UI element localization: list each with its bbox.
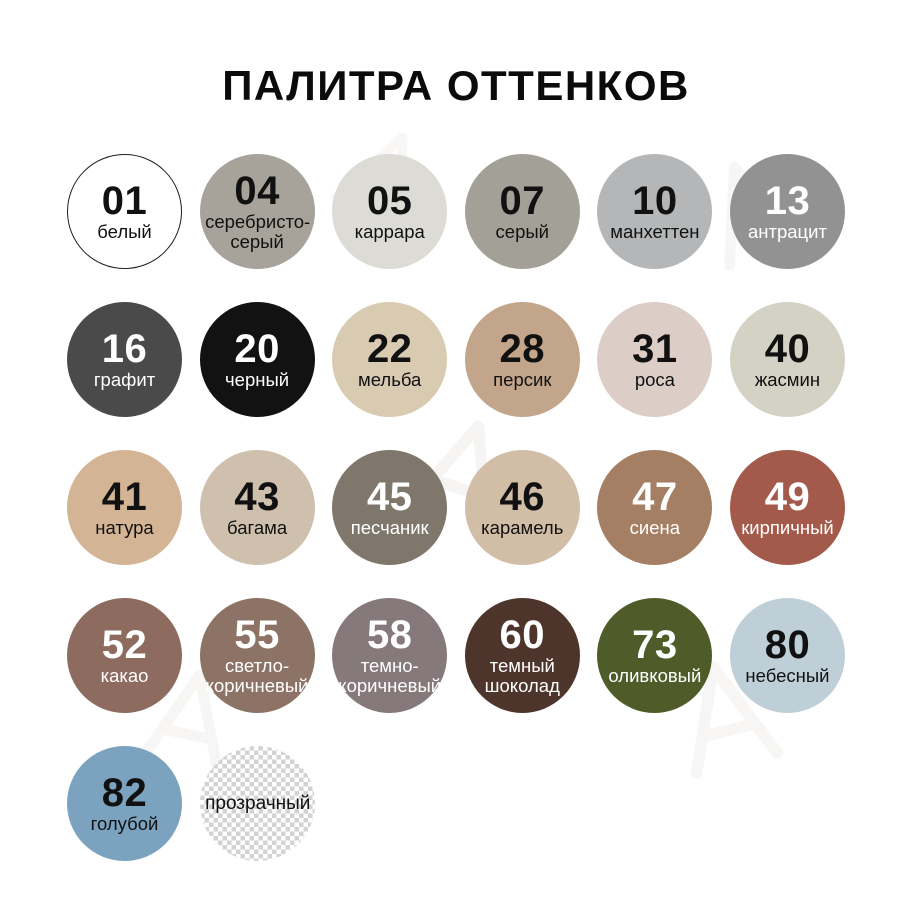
shade-name: сиена — [629, 517, 681, 539]
shade-circle-20: 20 черный — [199, 302, 315, 417]
shade-number: 58 — [366, 613, 413, 658]
shade-number: 10 — [632, 179, 678, 224]
shade-circle-80: 80 небесный — [729, 598, 845, 713]
shade-number: 05 — [366, 179, 413, 224]
shade-number: 43 — [234, 475, 280, 520]
shade-circle-22: 22 мельба — [332, 302, 448, 417]
shade-name: мельба — [358, 369, 422, 391]
shade-circle-49: 49 кирпичный — [729, 450, 845, 565]
shade-circle-40: 40 жасмин — [729, 302, 845, 417]
shade-number: 04 — [234, 169, 280, 214]
shade-number: 49 — [764, 475, 811, 520]
shade-number: 80 — [764, 623, 811, 668]
shade-name: манхеттен — [610, 221, 700, 243]
shade-name: персик — [493, 369, 552, 391]
shade-number: 60 — [499, 613, 546, 658]
page-title: ПАЛИТРА ОТТЕНКОВ — [222, 62, 690, 109]
shade-circle-04: 04 серебристо-серый — [199, 154, 315, 269]
shade-name: черный — [225, 369, 290, 391]
shade-name: какао — [100, 665, 149, 687]
shade-name: белый — [97, 221, 152, 243]
shade-circle-01: 01 белый — [67, 154, 182, 269]
shade-name: небесный — [745, 665, 830, 687]
shade-number: 73 — [632, 623, 678, 668]
shade-number: 13 — [764, 179, 811, 224]
shade-number: 07 — [499, 179, 546, 224]
shade-name: серебристо-серый — [205, 211, 311, 252]
shade-circle-transparent: прозрачный — [199, 746, 315, 861]
shade-circle-28: 28 персик — [464, 302, 580, 417]
shade-circle-31: 31 роса — [597, 302, 713, 417]
shade-circle-55: 55 светло-коричневый — [199, 598, 315, 713]
shade-name: прозрачный — [205, 792, 311, 814]
shade-name: антрацит — [747, 221, 827, 243]
shade-circle-41: 41 натура — [67, 450, 182, 565]
shade-circle-05: 05 каррара — [332, 154, 448, 269]
shade-circle-82: 82 голубой — [67, 746, 182, 861]
shade-number: 41 — [101, 475, 148, 520]
shade-circle-58: 58 темно-коричневый — [332, 598, 448, 713]
shade-name: графит — [93, 369, 156, 391]
palette-grid: 01 белый 04 серебристо-серый 05 каррара … — [67, 154, 845, 861]
shade-name: песчаник — [350, 517, 429, 539]
shade-name: темный шоколад — [484, 655, 560, 696]
shade-number: 82 — [101, 771, 148, 816]
shade-number: 20 — [234, 327, 280, 372]
shade-number: 40 — [764, 327, 811, 372]
shade-number: 22 — [366, 327, 413, 372]
shade-circle-43: 43 багама — [199, 450, 315, 565]
shade-circle-16: 16 графит — [67, 302, 182, 417]
shade-circle-13: 13 антрацит — [729, 154, 845, 269]
shade-circle-10: 10 манхеттен — [597, 154, 713, 269]
shade-number: 46 — [499, 475, 546, 520]
shade-name: натура — [95, 517, 154, 539]
shade-circle-45: 45 песчаник — [332, 450, 448, 565]
shade-number: 55 — [234, 613, 280, 658]
shade-name: оливковый — [608, 665, 702, 687]
shade-name: светло-коричневый — [205, 655, 309, 696]
shade-circle-07: 07 серый — [464, 154, 580, 269]
shade-circle-46: 46 карамель — [464, 450, 580, 565]
shade-number: 16 — [101, 327, 148, 372]
shade-circle-73: 73 оливковый — [597, 598, 713, 713]
shade-name: роса — [634, 369, 675, 391]
shade-number: 31 — [632, 327, 678, 372]
shade-number: 52 — [101, 623, 148, 668]
shade-name: темно-коричневый — [338, 655, 442, 696]
shade-name: серый — [495, 221, 550, 243]
shade-circle-47: 47 сиена — [597, 450, 713, 565]
shade-name: голубой — [90, 813, 159, 835]
shade-circle-60: 60 темный шоколад — [464, 598, 580, 713]
shade-number: 28 — [499, 327, 546, 372]
shade-name: каррара — [354, 221, 425, 243]
shade-number: 01 — [101, 179, 148, 224]
shade-number: 45 — [366, 475, 413, 520]
shade-name: карамель — [481, 517, 564, 539]
shade-name: жасмин — [754, 369, 821, 391]
shade-name: багама — [227, 517, 288, 539]
shade-circle-52: 52 какао — [67, 598, 182, 713]
shade-number: 47 — [632, 475, 678, 520]
shade-name: кирпичный — [741, 517, 834, 539]
